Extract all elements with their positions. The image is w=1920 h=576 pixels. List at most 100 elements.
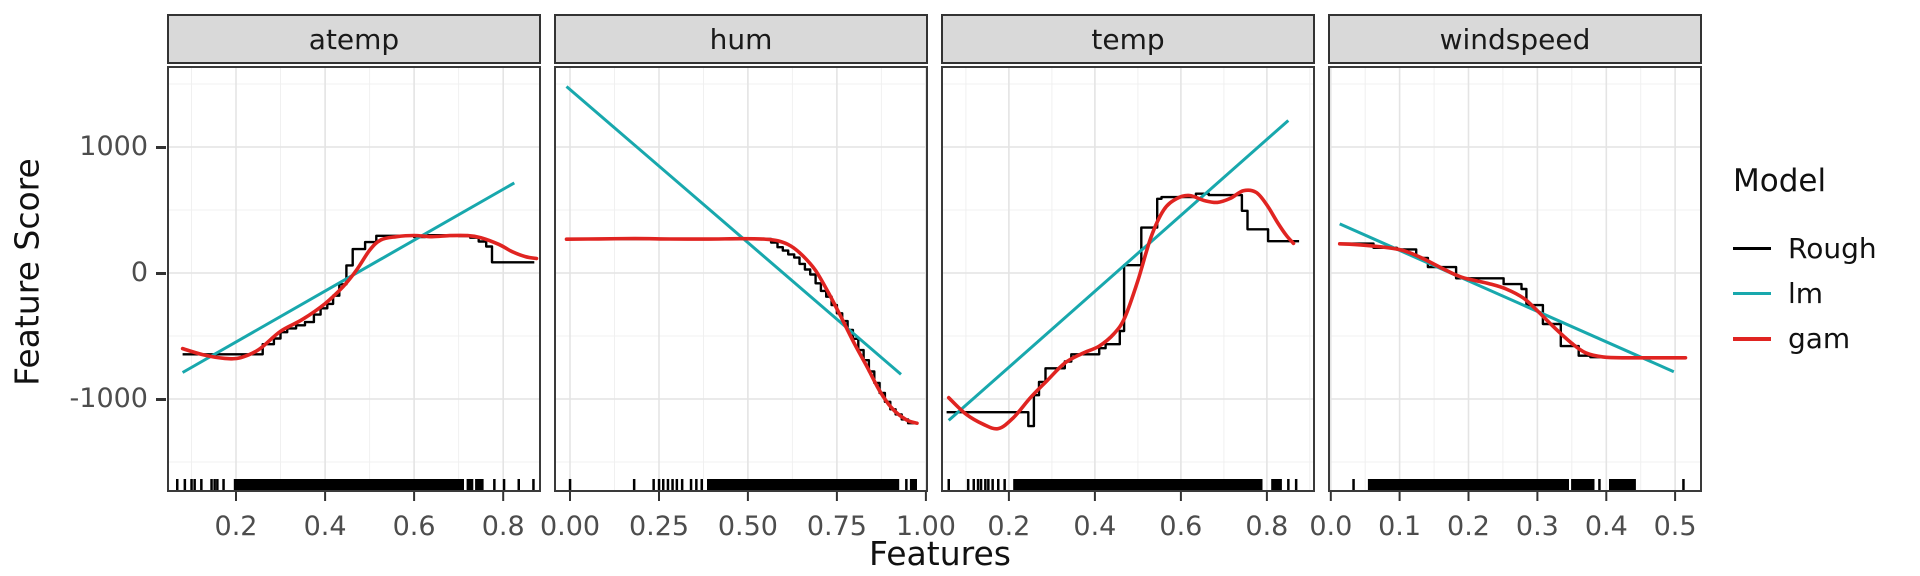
rug-tick (1352, 479, 1355, 490)
rug-tick (675, 479, 679, 490)
rug-band (1571, 479, 1595, 490)
rug-band (909, 479, 917, 490)
lm-line (181, 181, 516, 374)
rug-tick (222, 479, 225, 490)
x-axis-title: Features (869, 534, 1011, 573)
rug-tick (997, 479, 1000, 490)
x-tick-label: 0.0 (1309, 511, 1352, 542)
rug-tick (632, 479, 636, 490)
legend-item-gam: gam (1733, 316, 1919, 361)
gam-line (180, 233, 539, 361)
rug-tick (210, 479, 213, 490)
rug-band (1013, 479, 1263, 490)
legend-label: lm (1788, 277, 1824, 310)
facet-strip-label: temp (1091, 22, 1165, 56)
panel-background (554, 66, 928, 492)
legend-label: Rough (1788, 232, 1877, 265)
panel-border (1328, 66, 1702, 492)
rug-tick (695, 479, 698, 490)
rug-tick (662, 479, 665, 490)
y-tick-mark (156, 398, 166, 401)
rug-tick (1294, 479, 1298, 490)
facet-strip-label: windspeed (1439, 22, 1591, 56)
rug-tick (700, 479, 703, 490)
legend: Model Rough lm gam (1733, 160, 1919, 361)
rug-tick (972, 479, 975, 490)
gam-line (564, 236, 919, 425)
panel-hum: 0.00 0.25 0.50 0.75 1.00 (540, 66, 956, 542)
rug-tick (689, 479, 693, 490)
rug-tick (652, 479, 655, 490)
x-tick-label: 0.4 (1073, 511, 1116, 542)
rug-tick (991, 479, 994, 490)
y-tick-mark (156, 272, 166, 275)
y-tick-label: -1000 (69, 383, 148, 414)
rug-tick (190, 479, 193, 490)
gam-line (1337, 242, 1688, 360)
x-tick-label: 0.50 (718, 511, 778, 542)
rug-tick (517, 479, 520, 490)
rug-tick (984, 479, 987, 490)
x-tick-label: 0.8 (482, 511, 525, 542)
rug-band (466, 479, 474, 490)
rug-band (707, 479, 900, 490)
rug-tick (666, 479, 670, 490)
rug-band (233, 479, 464, 490)
panel-background (167, 66, 541, 492)
rough-line-swatch (1733, 247, 1771, 250)
rug-tick (1682, 479, 1685, 490)
x-tick-label: 0.4 (304, 511, 347, 542)
rug-tick (176, 479, 179, 490)
rug-tick (502, 479, 506, 490)
x-tick-label: 0.6 (1159, 511, 1202, 542)
legend-item-lm: lm (1733, 271, 1919, 316)
facet-strip-label: hum (709, 22, 773, 56)
panel-background (1328, 66, 1702, 492)
x-tick-label: 1.00 (896, 511, 956, 542)
facet-strip-windspeed: windspeed (1328, 14, 1702, 64)
rug-tick (1598, 479, 1601, 490)
rug-tick (1287, 479, 1290, 490)
rug-tick (200, 479, 203, 490)
panel-border (554, 66, 928, 492)
rug-tick (532, 479, 535, 490)
gam-line-swatch (1733, 336, 1771, 341)
x-tick-label: 0.4 (1585, 511, 1628, 542)
rug-tick (680, 479, 684, 490)
lm-line (947, 119, 1290, 422)
rug-tick (568, 479, 572, 490)
x-tick-label: 0.2 (215, 511, 258, 542)
x-tick-label: 0.2 (1447, 511, 1490, 542)
rug-tick (1003, 479, 1006, 490)
lm-line-swatch (1733, 292, 1771, 295)
rug-tick (979, 479, 983, 490)
legend-item-rough: Rough (1733, 226, 1919, 271)
x-tick-label: 0.1 (1378, 511, 1421, 542)
rug-tick (657, 479, 661, 490)
facet-strip-temp: temp (941, 14, 1315, 64)
y-tick-label: 1000 (79, 131, 148, 162)
panel-atemp: 0.2 0.4 0.6 0.8 (167, 66, 541, 542)
facet-strip-atemp: atemp (167, 14, 541, 64)
rug-tick (213, 479, 216, 490)
gam-line (946, 188, 1296, 431)
x-tick-label: 0.25 (629, 511, 689, 542)
panel-windspeed: 0.0 0.1 0.2 0.3 0.4 0.5 (1309, 66, 1702, 542)
x-tick-label: 0.6 (393, 511, 436, 542)
rug-band (1367, 479, 1569, 490)
x-tick-label: 0.2 (987, 511, 1030, 542)
legend-label: gam (1788, 322, 1851, 355)
rug-tick (183, 479, 187, 490)
x-tick-label: 0.00 (540, 511, 600, 542)
rug-band (475, 479, 484, 490)
rug-tick (976, 479, 980, 490)
facet-strip-hum: hum (554, 14, 928, 64)
x-tick-label: 0.5 (1654, 511, 1697, 542)
rug-band (1609, 479, 1636, 490)
y-tick-mark (156, 146, 166, 149)
rug-tick (905, 479, 908, 490)
rug-tick (947, 479, 950, 490)
rug-tick (987, 479, 990, 490)
rug-tick (216, 479, 219, 490)
panel-border (167, 66, 541, 492)
